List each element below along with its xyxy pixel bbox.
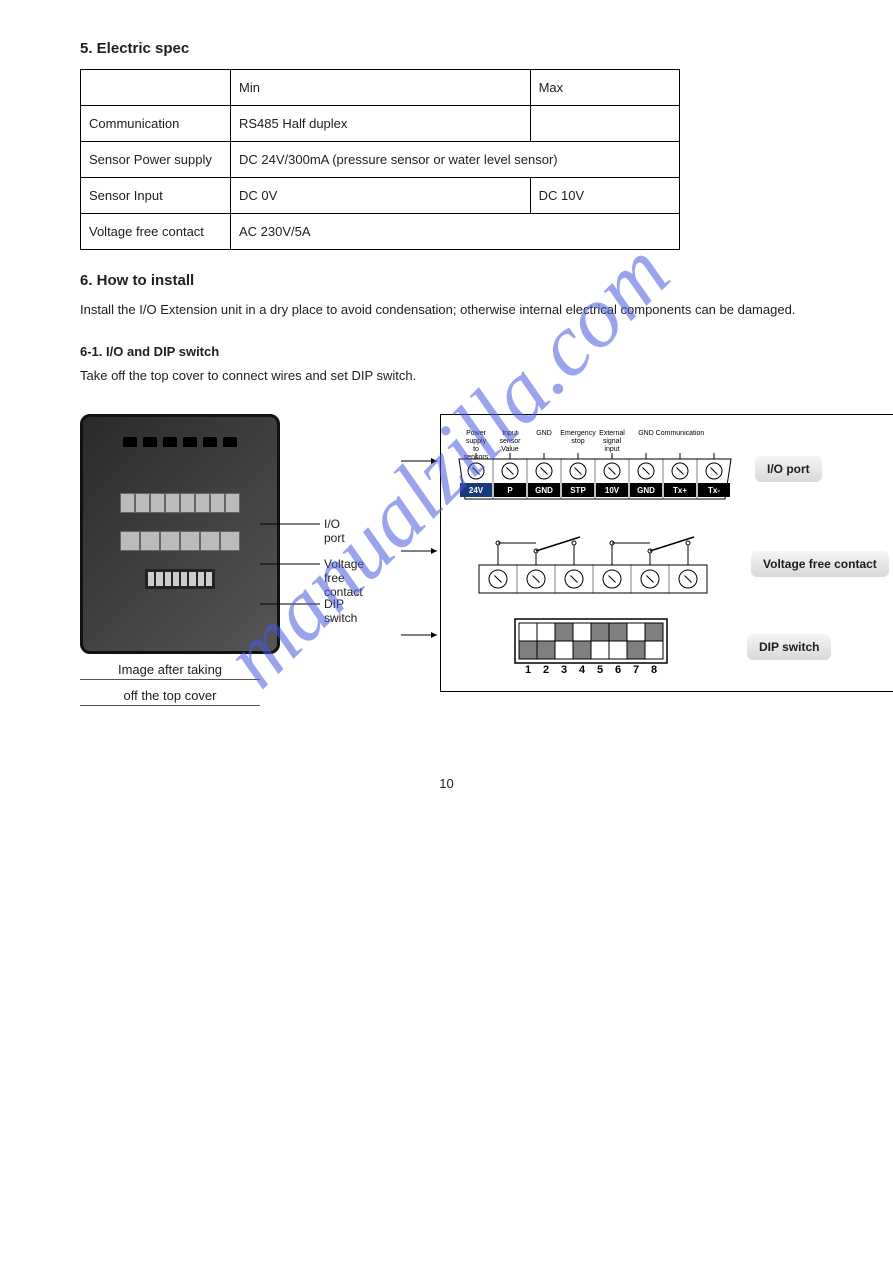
spec-header-cell: [81, 70, 231, 106]
detail-panel: PowersupplytosensorsInputsensorValueGNDE…: [440, 414, 893, 692]
dip-diagram: 12345678: [449, 617, 733, 677]
enclosure-terminal-2: [120, 531, 240, 551]
svg-text:2: 2: [543, 664, 549, 676]
enclosure-dip-mini: [145, 569, 215, 589]
svg-text:5: 5: [597, 664, 603, 676]
enclosure-caption-1: Image after taking: [80, 662, 260, 680]
vfc-row: Voltage free contact: [449, 529, 889, 599]
svg-text:Input: Input: [502, 430, 518, 437]
spec-table: MinMax CommunicationRS485 Half duplexSens…: [80, 69, 680, 250]
spec-header-cell: Max: [530, 70, 679, 106]
svg-text:Tx+: Tx+: [673, 486, 687, 495]
svg-text:8: 8: [651, 664, 657, 676]
install-subheading: 6-1. I/O and DIP switch: [80, 344, 813, 359]
svg-text:P: P: [507, 486, 513, 495]
spec-cell: Sensor Power supply: [81, 142, 231, 178]
enclosure-terminal-1: [120, 493, 240, 513]
spec-cell: AC 230V/5A: [231, 214, 680, 250]
io-port-diagram: PowersupplytosensorsInputsensorValueGNDE…: [449, 427, 741, 511]
diagram-wrap: Image after taking off the top cover I/O…: [80, 414, 813, 706]
svg-text:supply: supply: [466, 438, 487, 445]
svg-text:4: 4: [579, 664, 586, 676]
enclosure-slots: [97, 437, 263, 447]
svg-text:External: External: [599, 430, 625, 437]
enclosure-body: [80, 414, 280, 654]
svg-text:GND: GND: [637, 486, 655, 495]
svg-text:7: 7: [633, 664, 639, 676]
svg-text:6: 6: [615, 664, 621, 676]
mid-label-dip: DIP switch: [324, 597, 357, 625]
svg-text:STP: STP: [570, 486, 586, 495]
panel-arrows-icon: [401, 425, 441, 685]
svg-text:sensor: sensor: [499, 438, 521, 445]
svg-text:Emergency: Emergency: [560, 430, 596, 437]
svg-text:GND: GND: [638, 430, 654, 437]
dip-badge: DIP switch: [747, 634, 831, 660]
spec-cell: Voltage free contact: [81, 214, 231, 250]
svg-text:Communication: Communication: [656, 430, 705, 437]
mid-label-vfc: Voltage free contact: [324, 557, 364, 599]
enclosure-mock: Image after taking off the top cover I/O…: [80, 414, 280, 706]
svg-text:3: 3: [561, 664, 567, 676]
svg-text:1: 1: [525, 664, 531, 676]
install-intro: Install the I/O Extension unit in a dry …: [80, 301, 813, 320]
spec-cell: Communication: [81, 106, 231, 142]
svg-text:GND: GND: [536, 430, 552, 437]
svg-text:Value: Value: [501, 446, 518, 453]
svg-text:Power: Power: [466, 430, 487, 437]
svg-text:10V: 10V: [605, 486, 620, 495]
mid-label-io: I/O port: [324, 517, 345, 545]
spec-header-cell: Min: [231, 70, 531, 106]
spec-cell: DC 0V: [231, 178, 531, 214]
svg-text:Tx-: Tx-: [708, 486, 720, 495]
svg-text:24V: 24V: [469, 486, 484, 495]
io-port-row: PowersupplytosensorsInputsensorValueGNDE…: [449, 427, 889, 511]
spec-cell: Sensor Input: [81, 178, 231, 214]
svg-text:signal: signal: [603, 438, 622, 445]
vfc-badge: Voltage free contact: [751, 551, 889, 577]
svg-text:GND: GND: [535, 486, 553, 495]
io-port-badge: I/O port: [755, 456, 822, 482]
install-sub-body: Take off the top cover to connect wires …: [80, 367, 813, 386]
svg-text:to: to: [473, 446, 479, 453]
spec-cell: RS485 Half duplex: [231, 106, 531, 142]
section-title-2: 6. How to install: [80, 272, 813, 289]
spec-cell: [530, 106, 679, 142]
spec-cell: DC 10V: [530, 178, 679, 214]
spec-cell: DC 24V/300mA (pressure sensor or water l…: [231, 142, 680, 178]
svg-text:stop: stop: [571, 438, 584, 445]
section-title: 5. Electric spec: [80, 40, 813, 57]
enclosure-caption-2: off the top cover: [80, 688, 260, 706]
page-number: 10: [80, 776, 813, 791]
svg-text:input: input: [604, 446, 619, 453]
dip-row: 12345678 DIP switch: [449, 617, 889, 677]
vfc-diagram: [449, 529, 737, 599]
